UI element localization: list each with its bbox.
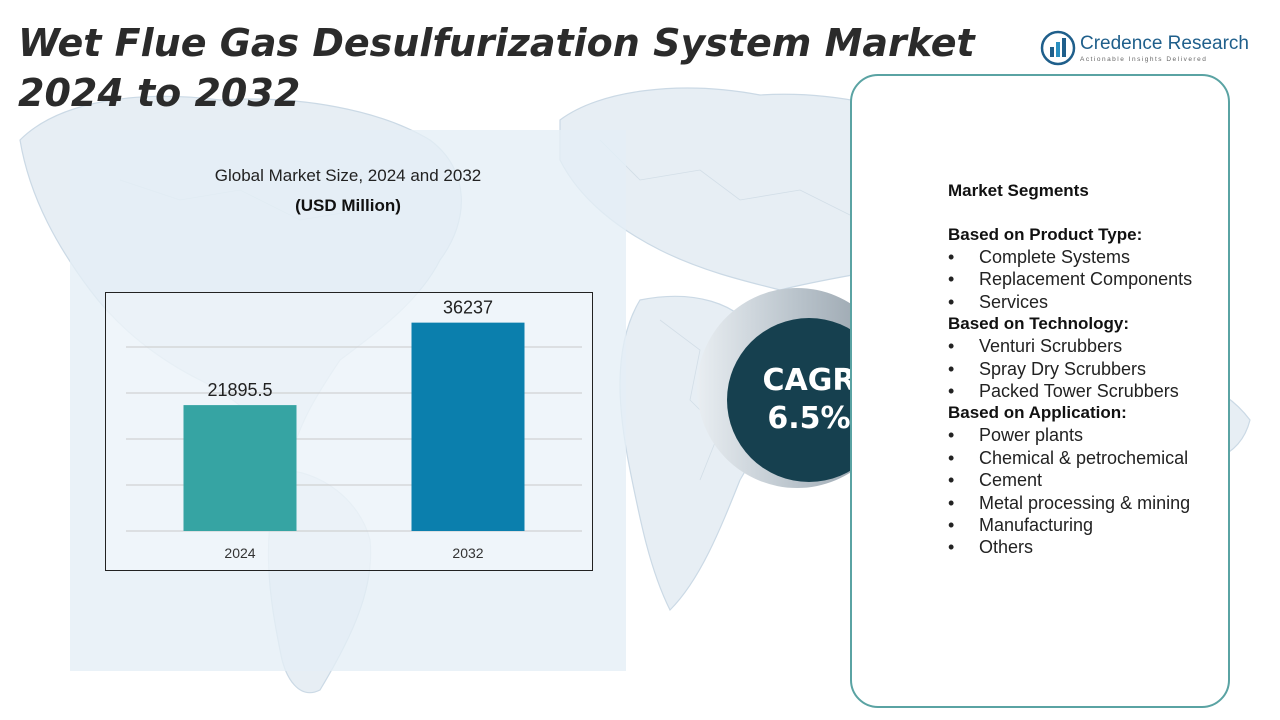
logo-tagline: Actionable Insights Delivered xyxy=(1080,56,1208,63)
bar-chart-svg: 21895.5 2024 36237 2032 xyxy=(126,298,582,561)
x-tick-label-2032: 2032 xyxy=(452,545,483,561)
x-tick-label-2024: 2024 xyxy=(224,545,255,561)
bar-2024 xyxy=(183,405,297,531)
segment-group-list: Venturi Scrubbers Spray Dry Scrubbers Pa… xyxy=(948,335,1228,403)
segment-group-title: Based on Product Type: xyxy=(948,225,1143,244)
cagr-label: CAGR xyxy=(762,363,856,398)
chart-unit: (USD Million) xyxy=(295,196,401,215)
segment-item: Venturi Scrubbers xyxy=(948,335,1228,358)
segment-item: Cement xyxy=(948,469,1228,492)
segment-item: Others xyxy=(948,536,1228,559)
data-label-2024: 21895.5 xyxy=(207,380,272,400)
segments-content: Market Segments Based on Product Type: C… xyxy=(948,180,1228,559)
segment-item: Chemical & petrochemical xyxy=(948,447,1228,470)
segment-group-list: Complete Systems Replacement Components … xyxy=(948,246,1228,314)
chart-title: Global Market Size, 2024 and 2032 xyxy=(214,166,482,185)
page-title: Wet Flue Gas Desulfurization System Mark… xyxy=(18,21,975,115)
logo-name: Credence Research xyxy=(1080,33,1249,54)
segment-item: Metal processing & mining xyxy=(948,492,1228,515)
segment-group-list: Power plants Chemical & petrochemical Ce… xyxy=(948,424,1228,559)
segment-group-title: Based on Technology: xyxy=(948,314,1130,334)
segment-item: Power plants xyxy=(948,424,1228,447)
bar-chart-logo-icon xyxy=(1040,30,1076,66)
segment-item: Services xyxy=(948,291,1228,314)
segment-item: Spray Dry Scrubbers xyxy=(948,358,1228,381)
segment-item: Manufacturing xyxy=(948,514,1228,537)
segment-item: Complete Systems xyxy=(948,246,1228,269)
segment-group-title: Based on Application: xyxy=(948,403,1127,423)
cagr-value: 6.5% xyxy=(767,401,851,436)
chart-panel: Global Market Size, 2024 and 2032 (USD M… xyxy=(70,130,626,671)
segment-item: Replacement Components xyxy=(948,268,1228,291)
segment-item: Packed Tower Scrubbers xyxy=(948,380,1228,403)
credence-research-logo: Credence Research Actionable Insights De… xyxy=(1040,30,1255,70)
bar-2032 xyxy=(411,322,525,531)
segments-heading: Market Segments xyxy=(948,181,1089,200)
market-segments-panel: Market Segments Based on Product Type: C… xyxy=(850,74,1230,708)
bar-chart: 21895.5 2024 36237 2032 xyxy=(105,292,593,571)
data-label-2032: 36237 xyxy=(443,298,493,318)
